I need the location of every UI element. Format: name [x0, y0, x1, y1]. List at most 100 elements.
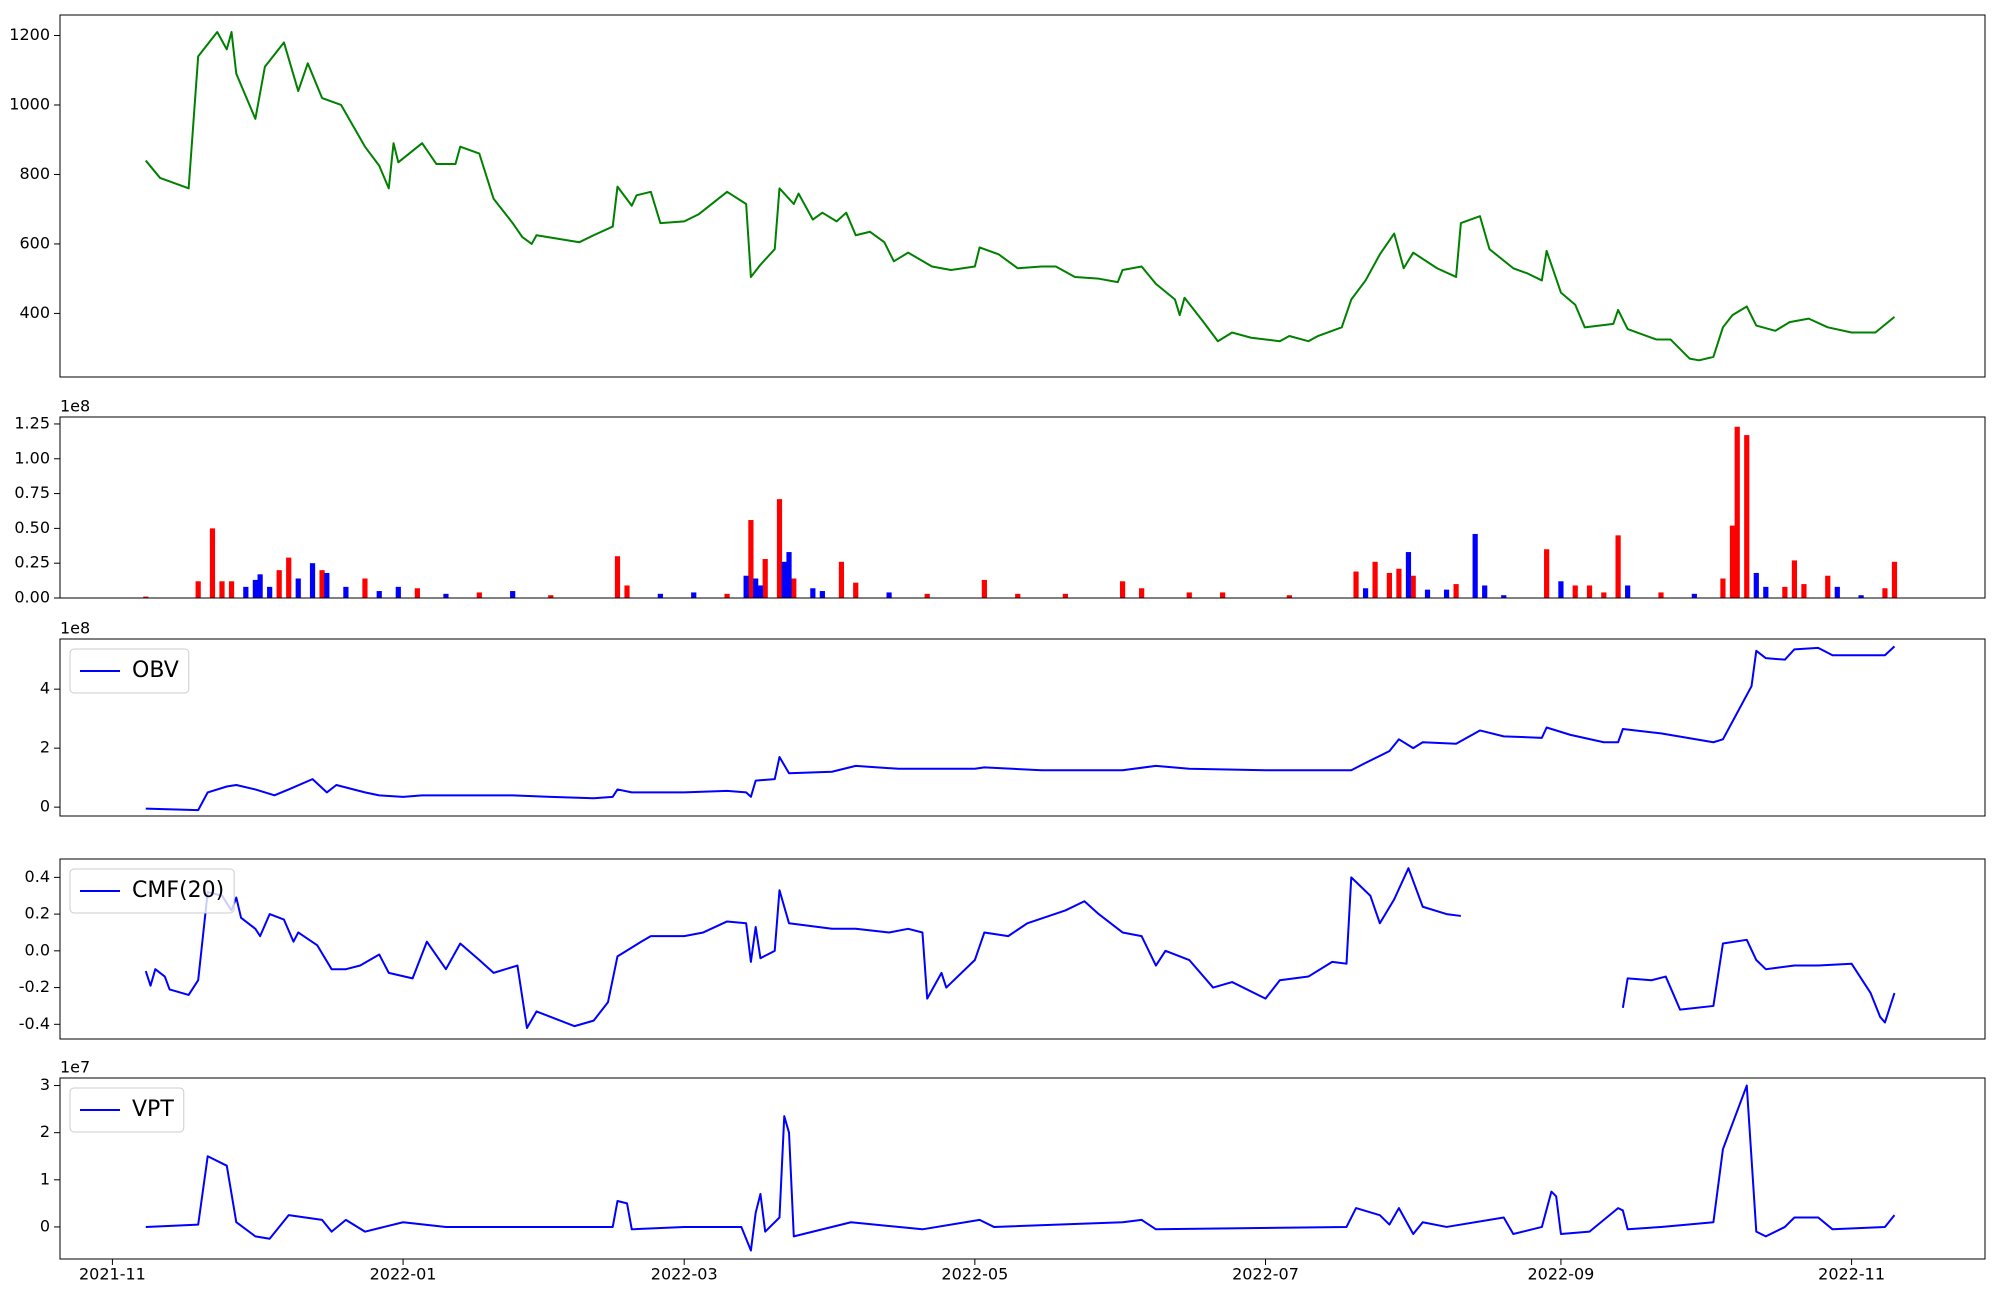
y-tick-label: 400 [19, 303, 50, 322]
volume-bar [1220, 592, 1226, 598]
y-tick-label: 1.00 [14, 448, 50, 467]
axes-frame [59, 416, 1986, 599]
y-tick-label: 0.25 [14, 553, 50, 572]
x-tick-label: 2022-01 [370, 1265, 437, 1284]
volume-bar [1453, 584, 1459, 598]
volume-bar [1362, 588, 1369, 598]
volume-bar [252, 579, 258, 598]
y-tick-label: 0.00 [14, 588, 50, 607]
volume-bar [295, 578, 301, 598]
volume-bar [219, 581, 225, 598]
y-tick-label: 0 [40, 797, 50, 816]
legend-label: OBV [132, 658, 179, 683]
axes-frame [59, 858, 1986, 1040]
volume-bar [1882, 588, 1888, 598]
volume-bar [1286, 595, 1292, 598]
volume-bar [757, 585, 764, 598]
volume-bar [1744, 435, 1750, 598]
series-line [145, 645, 1896, 812]
volume-bar [1372, 561, 1378, 598]
volume-bar [776, 499, 783, 598]
volume-bar [1782, 586, 1788, 598]
volume-bar [362, 578, 368, 598]
volume-bar [1625, 585, 1631, 598]
volume-bar [981, 579, 987, 598]
volume-bar [1691, 593, 1697, 598]
y-tick-label: 1.25 [14, 413, 50, 432]
volume-bar [1834, 586, 1840, 598]
volume-bar [614, 556, 621, 598]
volume-bar [691, 592, 697, 598]
volume-bar [1720, 578, 1726, 598]
volume-bar [1615, 535, 1621, 598]
legend-box [69, 648, 190, 694]
volume-bar [548, 595, 554, 598]
series-line [144, 31, 1896, 362]
volume-bar [395, 586, 401, 598]
volume-bar [1753, 572, 1759, 598]
y-tick-label: 0.0 [25, 940, 50, 959]
y-tick-label: 2 [40, 738, 50, 757]
volume-bar [1734, 426, 1740, 598]
volume-bar [753, 578, 759, 598]
y-tick-label: 600 [19, 233, 50, 252]
x-tick-label: 2021-11 [79, 1265, 146, 1284]
y-tick-label: 3 [40, 1075, 50, 1094]
volume-bar [1891, 561, 1898, 598]
series-line [145, 1084, 1896, 1252]
volume-bar [343, 586, 349, 598]
volume-bar [209, 528, 216, 598]
volume-bar [838, 561, 845, 598]
volume-bar [324, 572, 330, 598]
volume-bar [724, 593, 730, 598]
y-tick-label: 1000 [9, 94, 50, 113]
y-tick-label: -0.4 [19, 1014, 50, 1033]
legend-label: VPT [132, 1097, 174, 1122]
volume-bar [1729, 525, 1736, 598]
y-tick-label: 800 [19, 164, 50, 183]
volume-bar [762, 559, 768, 598]
volume-bar [1186, 592, 1192, 598]
volume-bar [1482, 585, 1488, 598]
axis-offset-label: 1e8 [60, 619, 90, 638]
volume-bar [1472, 533, 1478, 598]
volume-bar [1558, 581, 1564, 598]
volume-bar [743, 575, 749, 598]
volume-bar [924, 593, 930, 598]
volume-bar [243, 586, 249, 598]
volume-bar [376, 591, 382, 598]
y-tick-label: 0.4 [25, 867, 50, 886]
y-tick-label: 0 [40, 1216, 50, 1235]
volume-bar [1424, 589, 1431, 598]
x-tick-label: 2022-03 [651, 1265, 718, 1284]
volume-bar [1396, 568, 1402, 598]
x-tick-label: 2022-09 [1527, 1265, 1594, 1284]
y-tick-label: 2 [40, 1122, 50, 1141]
volume-bar [276, 570, 282, 598]
volume-bar [1801, 584, 1807, 598]
volume-bar [414, 588, 420, 598]
volume-bar [309, 563, 316, 598]
volume-bar [819, 591, 825, 598]
volume-bar [1119, 581, 1126, 598]
y-tick-label: 0.50 [14, 518, 50, 537]
volume-bar [286, 557, 292, 598]
volume-bar [810, 588, 816, 598]
volume-bar [1386, 572, 1392, 598]
y-tick-label: -0.2 [19, 977, 50, 996]
volume-bar [228, 581, 235, 598]
volume-bar [1443, 589, 1450, 598]
volume-bar [1139, 588, 1145, 598]
volume-bar [1572, 585, 1578, 598]
volume-bar [886, 592, 892, 598]
volume-bar [1791, 560, 1798, 598]
volume-bar [748, 520, 754, 598]
volume-bar [1353, 571, 1359, 598]
volume-bar [1586, 585, 1593, 598]
volume-bar [1544, 549, 1550, 598]
axis-offset-label: 1e8 [60, 397, 90, 416]
volume-bar [1858, 595, 1864, 598]
volume-bar [267, 586, 273, 598]
volume-bar [1015, 593, 1021, 598]
